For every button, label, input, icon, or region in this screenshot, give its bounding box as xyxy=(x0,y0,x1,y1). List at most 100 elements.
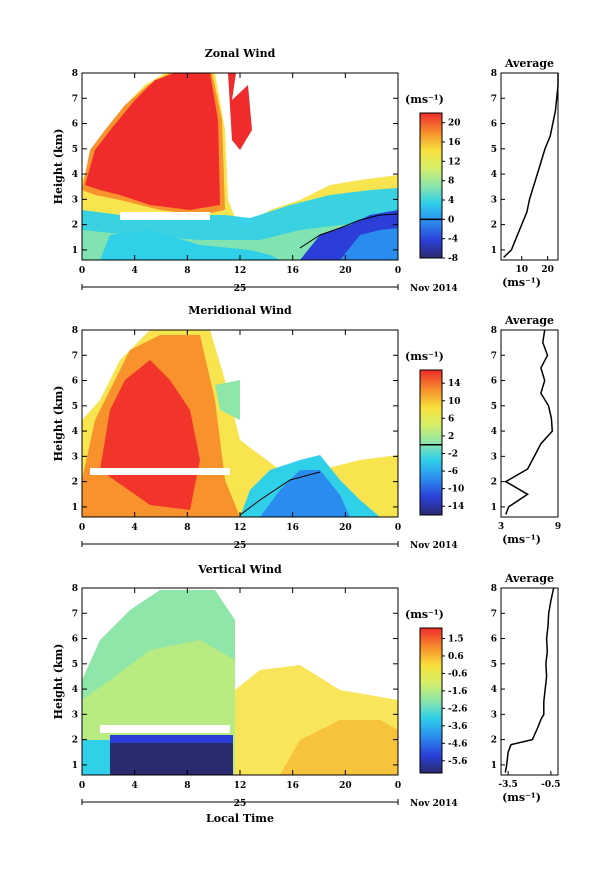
day-label: 25 xyxy=(234,799,247,809)
colorbar-tick-label: -2 xyxy=(448,449,458,459)
colorbar xyxy=(419,369,443,516)
colorbar-unit: (ms⁻¹) xyxy=(405,608,444,621)
date-label: Nov 2014 xyxy=(410,541,458,551)
colorbar-tick-label: 2 xyxy=(448,432,454,442)
y-tick-label: 3 xyxy=(72,452,78,462)
colorbar-unit: (ms⁻¹) xyxy=(405,93,444,106)
x-tick-label: 12 xyxy=(234,781,247,791)
colorbar-tick-label: -14 xyxy=(448,502,464,512)
colorbar-tick-label: -1.6 xyxy=(448,687,467,697)
x-tick-label: 8 xyxy=(184,523,190,533)
profile-x-tick-label: -3.5 xyxy=(498,780,517,790)
y-tick-label: 6 xyxy=(72,120,78,130)
x-tick-label: 0 xyxy=(79,523,85,533)
profile-y-tick-label: 8 xyxy=(491,326,497,336)
colorbar-tick-label: 8 xyxy=(448,177,454,187)
profile-title: Average xyxy=(504,572,554,585)
colorbar xyxy=(419,627,443,774)
x-tick-label: 8 xyxy=(184,781,190,791)
profile-y-tick-label: 3 xyxy=(491,452,497,462)
y-tick-label: 2 xyxy=(72,221,78,231)
x-tick-label: 12 xyxy=(234,523,247,533)
zonal-wind-panel: Zonal Wind xyxy=(81,47,399,261)
y-tick-label: 4 xyxy=(72,427,78,437)
x-tick-label: 16 xyxy=(286,781,299,791)
x-tick-label: 0 xyxy=(395,266,401,276)
zonal-wind-title: Zonal Wind xyxy=(205,47,276,60)
y-axis-label: Height (km) xyxy=(52,129,65,205)
date-label: Nov 2014 xyxy=(410,284,458,294)
profile-y-tick-label: 2 xyxy=(491,478,497,488)
y-tick-label: 8 xyxy=(72,326,78,336)
y-tick-label: 4 xyxy=(72,685,78,695)
y-tick-label: 2 xyxy=(72,736,78,746)
profile-line xyxy=(504,329,554,515)
profile-x-label: (ms⁻¹) xyxy=(502,276,541,289)
vertical-heatmap xyxy=(82,590,398,775)
y-tick-label: 7 xyxy=(72,609,78,619)
y-axis-label: Height (km) xyxy=(52,386,65,462)
y-tick-label: 3 xyxy=(72,195,78,205)
vertical-wind-title: Vertical Wind xyxy=(197,563,282,576)
x-tick-label: 4 xyxy=(132,781,138,791)
y-axis-label: Height (km) xyxy=(52,644,65,720)
profile-y-tick-label: 7 xyxy=(491,609,497,619)
colorbar-tick-label: 14 xyxy=(448,379,461,389)
profile-title: Average xyxy=(504,57,554,70)
vertical-wind-panel: Vertical Wind xyxy=(81,563,399,776)
profile-y-tick-label: 8 xyxy=(491,69,497,79)
profile-y-tick-label: 1 xyxy=(491,503,497,513)
zonal-heatmap xyxy=(82,73,399,260)
profile-x-tick-label: 20 xyxy=(541,265,554,275)
y-tick-label: 2 xyxy=(72,478,78,488)
x-tick-label: 20 xyxy=(339,266,352,276)
colorbar-tick-label: 4 xyxy=(448,196,454,206)
colorbar-tick-label: -3.6 xyxy=(448,722,467,732)
colorbar-tick-label: -0.6 xyxy=(448,669,467,679)
colorbar-tick-label: -4.6 xyxy=(448,739,467,749)
y-tick-label: 1 xyxy=(72,246,78,256)
x-tick-label: 0 xyxy=(395,523,401,533)
colorbar-tick-label: 10 xyxy=(448,397,461,407)
colorbar-tick-label: 0.6 xyxy=(448,652,464,662)
colorbar-tick-label: 6 xyxy=(448,414,454,424)
day-label: 25 xyxy=(234,284,247,294)
x-tick-label: 0 xyxy=(79,266,85,276)
profile-y-tick-label: 1 xyxy=(491,761,497,771)
profile-line xyxy=(504,587,555,773)
profile-y-tick-label: 4 xyxy=(491,170,497,180)
colorbar xyxy=(419,112,443,259)
colorbar-tick-label: -5.6 xyxy=(448,757,467,767)
colorbar-tick-label: 1.5 xyxy=(448,634,464,644)
y-tick-label: 5 xyxy=(72,402,78,412)
profile-x-tick-label: 10 xyxy=(515,265,528,275)
profile-x-tick-label: 9 xyxy=(555,522,561,532)
profile-line xyxy=(503,73,559,259)
y-tick-label: 7 xyxy=(72,94,78,104)
colorbar-tick-label: 20 xyxy=(448,119,461,129)
profile-y-tick-label: 4 xyxy=(491,427,497,437)
colorbar-tick-label: 16 xyxy=(448,138,461,148)
profile-y-tick-label: 5 xyxy=(491,402,497,412)
colorbar-tick-label: -8 xyxy=(448,254,458,264)
y-tick-label: 5 xyxy=(72,145,78,155)
profile-y-tick-label: 6 xyxy=(491,635,497,645)
profile-y-tick-label: 4 xyxy=(491,685,497,695)
x-tick-label: 0 xyxy=(395,781,401,791)
colorbar-tick-label: 12 xyxy=(448,157,461,167)
x-tick-label: 16 xyxy=(286,523,299,533)
profile-title: Average xyxy=(504,314,554,327)
colorbar-tick-label: -10 xyxy=(448,485,464,495)
profile-y-tick-label: 2 xyxy=(491,221,497,231)
y-tick-label: 8 xyxy=(72,584,78,594)
y-tick-label: 6 xyxy=(72,635,78,645)
profile-y-tick-label: 8 xyxy=(491,584,497,594)
profile-x-label: (ms⁻¹) xyxy=(502,791,541,804)
x-tick-label: 4 xyxy=(132,523,138,533)
profile-x-label: (ms⁻¹) xyxy=(502,533,541,546)
y-tick-label: 6 xyxy=(72,377,78,387)
profile-x-tick-label: -0.5 xyxy=(541,780,560,790)
y-tick-label: 7 xyxy=(72,351,78,361)
profile-frame xyxy=(500,72,559,261)
profile-y-tick-label: 6 xyxy=(491,377,497,387)
